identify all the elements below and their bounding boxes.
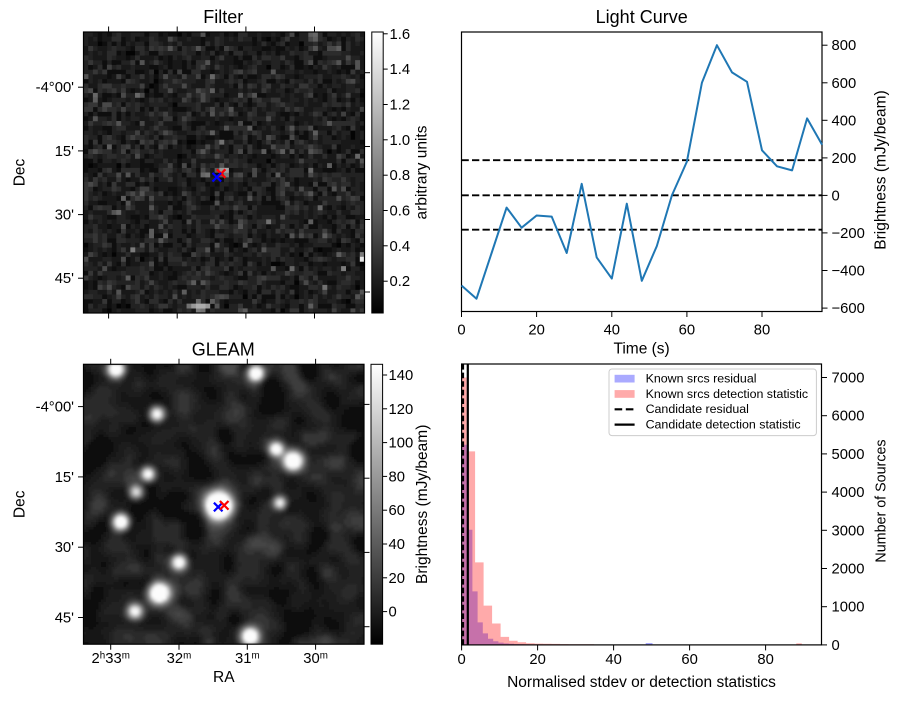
svg-text:40: 40 xyxy=(389,537,405,553)
svg-text:1.0: 1.0 xyxy=(390,133,411,149)
svg-text:Filter: Filter xyxy=(203,7,243,27)
svg-text:Dec: Dec xyxy=(12,490,29,518)
svg-text:20: 20 xyxy=(529,652,545,668)
svg-text:Number of Sources: Number of Sources xyxy=(874,439,890,562)
svg-text:7000: 7000 xyxy=(832,371,865,387)
svg-text:80: 80 xyxy=(757,652,773,668)
svg-text:60: 60 xyxy=(389,503,405,519)
svg-text:120: 120 xyxy=(389,402,414,418)
svg-text:0: 0 xyxy=(457,323,465,339)
svg-text:Candidate detection statistic: Candidate detection statistic xyxy=(646,417,801,431)
svg-text:40: 40 xyxy=(605,652,621,668)
svg-text:-4°00': -4°00' xyxy=(36,80,75,96)
svg-text:0: 0 xyxy=(832,188,840,204)
svg-text:Known srcs residual: Known srcs residual xyxy=(646,372,757,386)
svg-text:60: 60 xyxy=(679,323,695,339)
svg-text:arbitrary units: arbitrary units xyxy=(414,125,431,219)
svg-text:Light Curve: Light Curve xyxy=(596,7,688,27)
svg-text:4000: 4000 xyxy=(832,485,865,501)
svg-text:800: 800 xyxy=(832,38,857,54)
svg-text:20: 20 xyxy=(528,323,544,339)
svg-text:Brightness (mJy/beam): Brightness (mJy/beam) xyxy=(873,90,890,249)
svg-text:80: 80 xyxy=(754,323,770,339)
svg-text:0: 0 xyxy=(457,652,465,668)
svg-text:1.2: 1.2 xyxy=(390,98,411,114)
svg-text:Brightness (mJy/beam): Brightness (mJy/beam) xyxy=(414,425,431,584)
svg-text:3000: 3000 xyxy=(832,523,865,539)
svg-text:Candidate residual: Candidate residual xyxy=(646,402,749,416)
svg-text:20: 20 xyxy=(389,571,405,587)
svg-text:400: 400 xyxy=(832,113,857,129)
svg-text:-4°00': -4°00' xyxy=(36,400,75,416)
svg-text:45': 45' xyxy=(55,271,74,287)
svg-text:0.8: 0.8 xyxy=(390,168,411,184)
svg-text:60: 60 xyxy=(681,652,697,668)
svg-text:Dec: Dec xyxy=(12,158,29,186)
svg-text:1.6: 1.6 xyxy=(390,27,411,43)
svg-text:Time (s): Time (s) xyxy=(613,340,669,357)
svg-text:0.4: 0.4 xyxy=(390,239,411,255)
svg-text:−200: −200 xyxy=(832,226,865,242)
svg-text:Known srcs detection statistic: Known srcs detection statistic xyxy=(646,387,809,401)
svg-text:0: 0 xyxy=(389,605,397,621)
svg-text:0.2: 0.2 xyxy=(390,274,411,290)
svg-text:0: 0 xyxy=(832,638,840,654)
svg-text:100: 100 xyxy=(389,436,414,452)
svg-text:−400: −400 xyxy=(832,264,865,280)
svg-text:140: 140 xyxy=(389,368,414,384)
svg-text:0.6: 0.6 xyxy=(390,204,411,220)
svg-text:Normalised stdev or detection: Normalised stdev or detection statistics xyxy=(507,674,776,691)
svg-text:15': 15' xyxy=(55,470,74,486)
svg-text:40: 40 xyxy=(604,323,620,339)
svg-text:15': 15' xyxy=(55,144,74,160)
svg-text:1.4: 1.4 xyxy=(390,62,411,78)
svg-text:5000: 5000 xyxy=(832,447,865,463)
svg-text:80: 80 xyxy=(389,469,405,485)
svg-text:30': 30' xyxy=(55,540,74,556)
svg-text:600: 600 xyxy=(832,76,857,92)
svg-text:45': 45' xyxy=(55,611,74,627)
svg-text:2000: 2000 xyxy=(832,562,865,578)
svg-text:200: 200 xyxy=(832,151,857,167)
svg-text:−600: −600 xyxy=(832,301,865,317)
svg-text:6000: 6000 xyxy=(832,409,865,425)
svg-text:RA: RA xyxy=(213,669,235,686)
svg-text:30': 30' xyxy=(55,208,74,224)
svg-text:GLEAM: GLEAM xyxy=(192,340,255,360)
svg-text:1000: 1000 xyxy=(832,600,865,616)
